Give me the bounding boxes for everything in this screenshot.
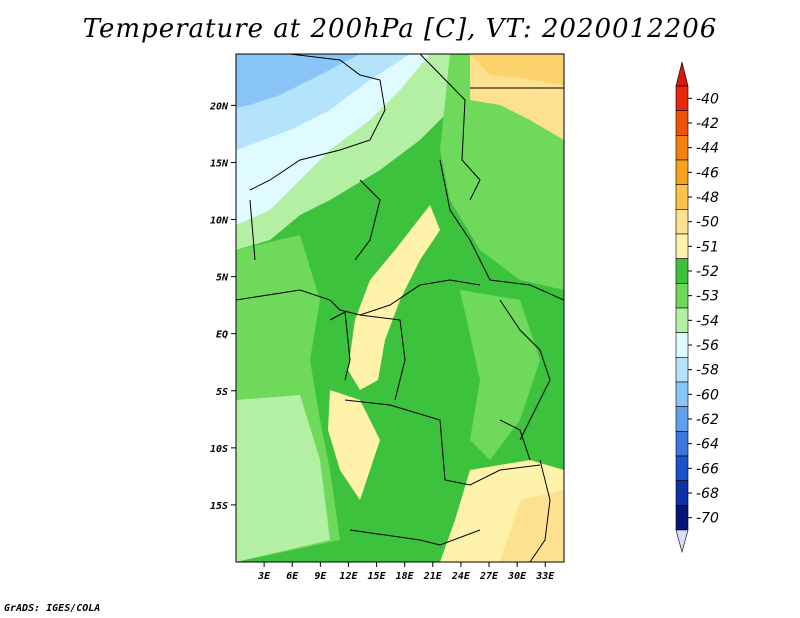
legend-label: -56: [696, 338, 719, 354]
legend-label: -50: [696, 215, 719, 231]
legend-swatch: [675, 307, 689, 333]
lon-tick-label: 15E: [368, 571, 387, 582]
legend-label: -64: [696, 437, 719, 453]
lat-tick-label: 15S: [210, 501, 228, 512]
legend-label: -68: [696, 486, 719, 502]
legend-label: -48: [696, 190, 719, 206]
legend-swatch: [675, 233, 689, 259]
legend-swatch: [675, 209, 689, 235]
legend-swatch: [675, 381, 689, 407]
legend-swatch: [675, 283, 689, 309]
lon-tick-label: 18E: [396, 571, 415, 582]
longitude-axis: 3E 6E 9E 12E 15E 18E 21E 24E 27E 30E 33E: [257, 562, 555, 582]
lon-tick-label: 6E: [286, 571, 299, 582]
legend-bottom-arrow: [675, 529, 689, 554]
legend-swatch: [675, 85, 689, 111]
lat-tick-label: 5N: [216, 273, 229, 284]
legend-swatch: [675, 258, 689, 284]
lat-tick-label: 5S: [216, 387, 228, 398]
legend-swatch: [675, 159, 689, 185]
legend-label: -54: [696, 313, 719, 329]
color-legend: -40 -42 -44 -46 -48 -50 -51 -52 -53 -54 -56 -58 -60 -…: [675, 61, 719, 554]
legend-label: -70: [696, 511, 719, 527]
lon-tick-label: 30E: [507, 571, 527, 582]
latitude-axis: 20N 15N 10N 5N EQ 5S 10S 15S: [209, 101, 236, 512]
legend-label: -60: [696, 387, 719, 403]
legend-swatch: [675, 357, 689, 383]
legend-swatch: [675, 110, 689, 136]
legend-swatch: [675, 455, 689, 481]
legend-swatch: [675, 406, 689, 432]
lat-tick-label: 20N: [209, 101, 229, 112]
lon-tick-label: 12E: [339, 571, 358, 582]
legend-swatch: [675, 431, 689, 457]
lat-tick-label: 10S: [210, 444, 228, 455]
legend-swatch: [675, 505, 689, 531]
lat-tick-label: EQ: [216, 330, 228, 341]
lat-tick-label: 10N: [210, 216, 229, 227]
legend-swatch: [675, 184, 689, 210]
lon-tick-label: 24E: [451, 571, 471, 582]
grads-credit: GrADS: IGES/COLA: [4, 603, 101, 614]
map-frame: [235, 53, 565, 563]
lon-tick-label: 33E: [535, 571, 555, 582]
map-title: Temperature at 200hPa [C], VT: 202001220…: [82, 14, 718, 44]
legend-top-arrow: [675, 61, 689, 87]
legend-label: -46: [696, 165, 719, 181]
legend-swatch: [675, 480, 689, 506]
lon-tick-label: 27E: [479, 571, 499, 582]
lat-tick-label: 15N: [210, 158, 229, 169]
legend-swatch: [675, 332, 689, 358]
legend-label: -58: [696, 363, 719, 379]
legend-label: -62: [696, 412, 719, 428]
legend-label: -40: [696, 91, 719, 107]
lon-tick-label: 3E: [257, 571, 271, 582]
legend-label: -66: [696, 461, 719, 477]
legend-swatch: [675, 135, 689, 161]
country-borders: [236, 54, 564, 562]
legend-label: -44: [696, 141, 719, 157]
legend-label: -53: [696, 289, 719, 305]
legend-label: -42: [696, 116, 719, 132]
lon-tick-label: 21E: [423, 571, 443, 582]
legend-label: -52: [696, 264, 719, 280]
temperature-field: [236, 54, 564, 562]
lon-tick-label: 9E: [314, 571, 327, 582]
legend-label: -51: [696, 239, 719, 255]
